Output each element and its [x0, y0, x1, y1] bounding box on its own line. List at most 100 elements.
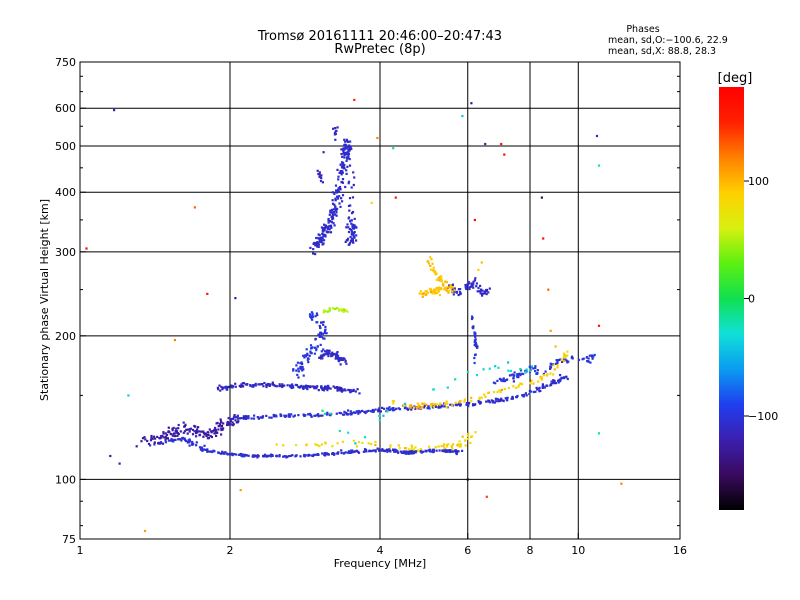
data-point	[406, 451, 410, 454]
data-point	[318, 324, 321, 328]
data-point	[535, 372, 539, 375]
data-point	[451, 450, 454, 453]
data-point	[333, 192, 336, 195]
data-point	[488, 367, 491, 370]
data-point	[253, 454, 256, 457]
data-point	[402, 404, 405, 407]
data-point	[461, 435, 464, 438]
data-point	[454, 401, 457, 404]
data-point	[217, 388, 220, 391]
x-tick-label: 16	[673, 544, 687, 557]
data-point	[346, 239, 349, 242]
data-point	[256, 416, 259, 419]
data-point	[299, 365, 302, 368]
data-point	[585, 356, 588, 359]
data-point	[292, 386, 295, 389]
data-point	[315, 312, 318, 315]
data-point	[321, 232, 324, 235]
x-tick-label: 2	[227, 544, 234, 557]
data-point	[211, 430, 215, 433]
data-point	[345, 226, 348, 229]
data-point	[549, 329, 552, 332]
data-point	[326, 228, 330, 231]
data-point	[338, 308, 341, 311]
data-point	[421, 403, 424, 406]
data-point	[525, 394, 528, 397]
data-point	[473, 334, 476, 337]
data-point	[512, 377, 515, 380]
data-point	[437, 290, 440, 293]
data-point	[213, 432, 216, 435]
data-point	[295, 444, 298, 447]
data-point	[423, 406, 426, 409]
data-point	[590, 354, 593, 357]
data-point	[484, 291, 487, 294]
data-point	[291, 454, 294, 457]
data-point	[251, 384, 254, 387]
data-point	[118, 462, 121, 465]
data-point	[252, 454, 255, 457]
data-point	[353, 236, 356, 239]
data-point	[534, 370, 537, 373]
data-point	[506, 396, 509, 399]
data-point	[554, 345, 557, 348]
data-point	[328, 309, 331, 312]
data-point	[322, 354, 325, 357]
data-point	[171, 427, 174, 430]
data-point	[332, 222, 335, 225]
data-point	[499, 390, 502, 393]
data-point	[344, 240, 347, 243]
data-point	[363, 410, 366, 413]
data-point	[435, 278, 438, 281]
data-point	[153, 441, 156, 444]
data-point	[327, 387, 330, 390]
data-point	[327, 349, 330, 352]
data-point	[334, 307, 337, 310]
data-point	[164, 432, 167, 435]
data-point	[350, 449, 353, 452]
data-point	[318, 173, 321, 176]
data-point	[480, 396, 483, 399]
data-point	[549, 367, 552, 370]
data-point	[478, 396, 481, 399]
data-point	[566, 354, 569, 357]
data-point	[398, 447, 401, 450]
data-point	[541, 383, 544, 386]
data-point	[273, 415, 276, 418]
data-point	[397, 444, 400, 447]
data-point	[323, 331, 327, 334]
data-point	[434, 292, 437, 295]
data-point	[426, 291, 429, 294]
data-point	[467, 405, 470, 408]
data-point	[410, 444, 413, 447]
data-point	[302, 387, 305, 390]
data-point	[338, 358, 341, 361]
data-point	[297, 370, 300, 373]
data-point	[257, 417, 260, 420]
data-point	[262, 455, 265, 458]
data-point	[312, 453, 315, 456]
data-point	[342, 151, 345, 154]
data-point	[459, 288, 462, 291]
data-point	[354, 442, 357, 445]
data-point	[435, 291, 438, 294]
data-point	[333, 224, 336, 227]
data-point	[556, 364, 559, 367]
data-point	[455, 450, 458, 453]
data-point	[204, 448, 207, 451]
data-point	[349, 410, 352, 413]
data-point	[432, 269, 435, 272]
data-point	[335, 214, 338, 217]
data-point	[552, 379, 555, 382]
data-point	[487, 391, 490, 394]
data-point	[291, 383, 294, 386]
data-point	[218, 384, 221, 387]
data-point	[254, 384, 257, 387]
data-point	[346, 165, 349, 168]
data-point	[258, 383, 261, 386]
data-point	[310, 454, 313, 457]
data-point	[517, 372, 521, 376]
data-point	[316, 385, 319, 388]
data-point	[323, 239, 326, 242]
data-point	[464, 286, 467, 289]
